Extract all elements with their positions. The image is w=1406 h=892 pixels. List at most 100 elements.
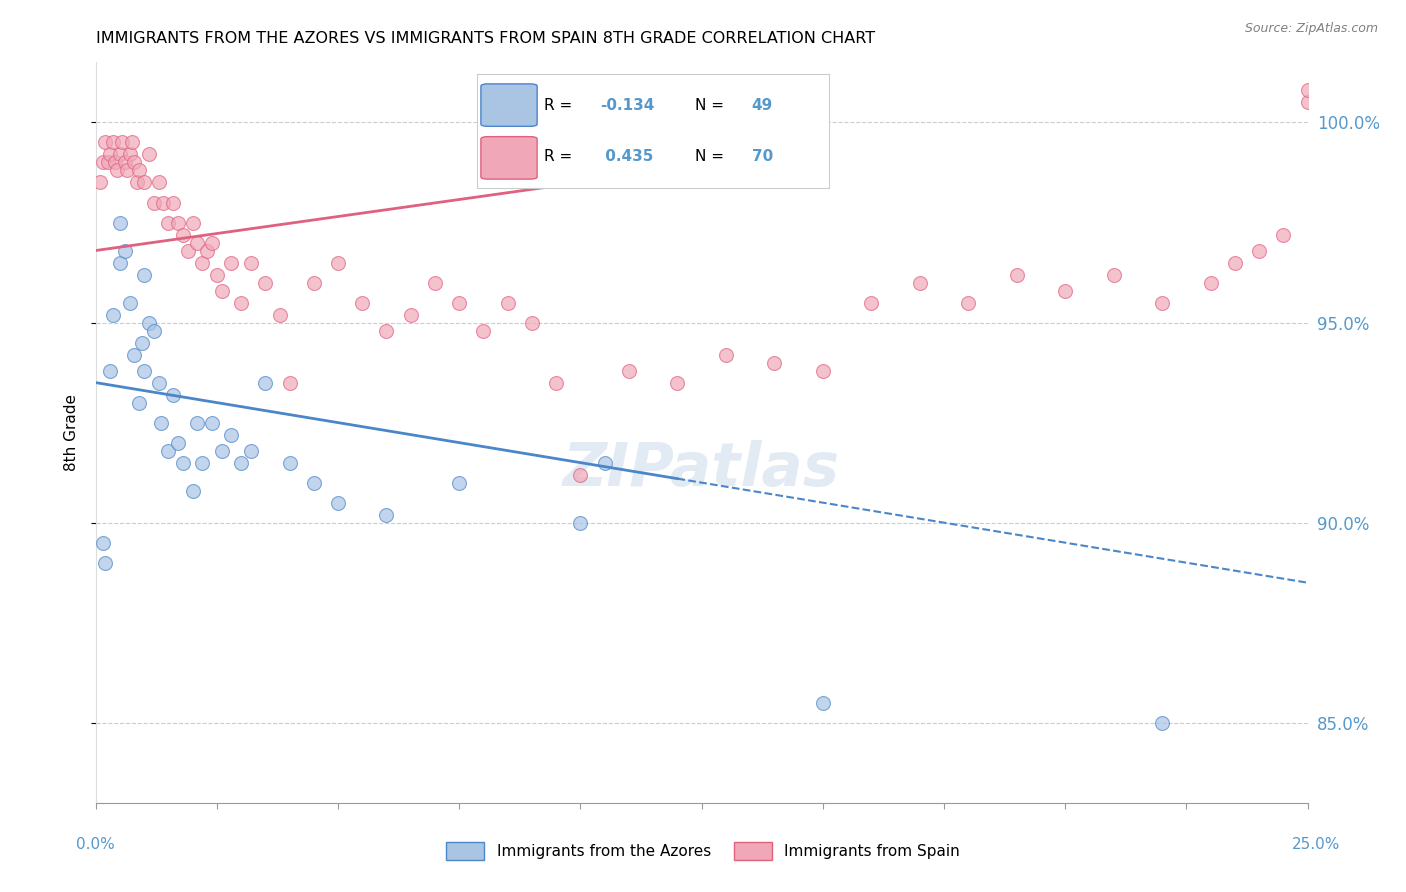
Point [101, 136, 124, 150]
Point [195, 244, 218, 258]
Point [763, 355, 786, 369]
Point [89, 176, 111, 190]
Point [186, 235, 208, 250]
Point [108, 255, 131, 269]
Point [132, 176, 155, 190]
Point [593, 456, 616, 470]
Point [569, 516, 592, 530]
Point [124, 155, 146, 169]
Point [1152, 295, 1174, 310]
Point [108, 147, 131, 161]
Point [617, 363, 640, 377]
Point [181, 483, 204, 498]
Point [121, 136, 143, 150]
Point [114, 155, 136, 169]
Point [115, 163, 138, 178]
Point [302, 276, 325, 290]
Point [97, 155, 120, 169]
Point [118, 147, 141, 161]
Point [162, 387, 184, 401]
Point [569, 467, 592, 482]
Legend: Immigrants from the Azores, Immigrants from Spain: Immigrants from the Azores, Immigrants f… [440, 836, 966, 866]
Point [221, 255, 243, 269]
Point [104, 155, 127, 169]
Point [423, 276, 446, 290]
Point [177, 244, 200, 258]
Text: Source: ZipAtlas.com: Source: ZipAtlas.com [1244, 22, 1378, 36]
Point [111, 136, 134, 150]
Point [449, 295, 471, 310]
Point [666, 376, 689, 390]
Point [167, 435, 190, 450]
Point [94, 556, 117, 570]
Point [172, 227, 194, 242]
Point [278, 376, 301, 390]
Point [860, 295, 883, 310]
Point [148, 176, 170, 190]
Point [326, 496, 349, 510]
Point [132, 268, 155, 282]
Point [239, 255, 262, 269]
Point [142, 324, 165, 338]
Point [108, 215, 131, 229]
Point [142, 195, 165, 210]
Point [352, 295, 374, 310]
Point [496, 295, 519, 310]
Point [118, 295, 141, 310]
Point [811, 696, 834, 710]
Point [375, 324, 398, 338]
Point [714, 348, 737, 362]
Point [132, 363, 155, 377]
Point [326, 255, 349, 269]
Point [1005, 268, 1028, 282]
Point [254, 276, 277, 290]
Point [375, 508, 398, 522]
Point [157, 443, 180, 458]
Point [124, 348, 146, 362]
Point [98, 147, 121, 161]
Point [1223, 255, 1246, 269]
Point [211, 443, 233, 458]
Point [101, 308, 124, 322]
Point [278, 456, 301, 470]
Point [472, 324, 495, 338]
Point [546, 376, 568, 390]
Point [128, 163, 150, 178]
Point [98, 363, 121, 377]
Point [191, 255, 214, 269]
Point [191, 456, 214, 470]
Point [94, 136, 117, 150]
Text: 0.0%: 0.0% [76, 838, 115, 852]
Point [167, 215, 190, 229]
Point [148, 376, 170, 390]
Point [125, 176, 148, 190]
Point [811, 363, 834, 377]
Point [221, 427, 243, 442]
Point [229, 295, 252, 310]
Point [181, 215, 204, 229]
Point [239, 443, 262, 458]
Point [1199, 276, 1222, 290]
Point [186, 416, 208, 430]
Point [229, 456, 252, 470]
Point [254, 376, 277, 390]
Point [1296, 95, 1319, 110]
Text: 25.0%: 25.0% [1292, 838, 1340, 852]
Point [128, 395, 150, 409]
Point [131, 335, 153, 350]
Point [114, 244, 136, 258]
Point [172, 456, 194, 470]
Point [138, 316, 160, 330]
Point [449, 475, 471, 490]
Point [1272, 227, 1295, 242]
Point [91, 535, 114, 549]
Point [957, 295, 980, 310]
Point [138, 147, 160, 161]
Point [1249, 244, 1271, 258]
Point [150, 416, 173, 430]
Point [211, 284, 233, 298]
Point [91, 155, 114, 169]
Text: IMMIGRANTS FROM THE AZORES VS IMMIGRANTS FROM SPAIN 8TH GRADE CORRELATION CHART: IMMIGRANTS FROM THE AZORES VS IMMIGRANTS… [96, 31, 875, 46]
Point [162, 195, 184, 210]
Point [302, 475, 325, 490]
